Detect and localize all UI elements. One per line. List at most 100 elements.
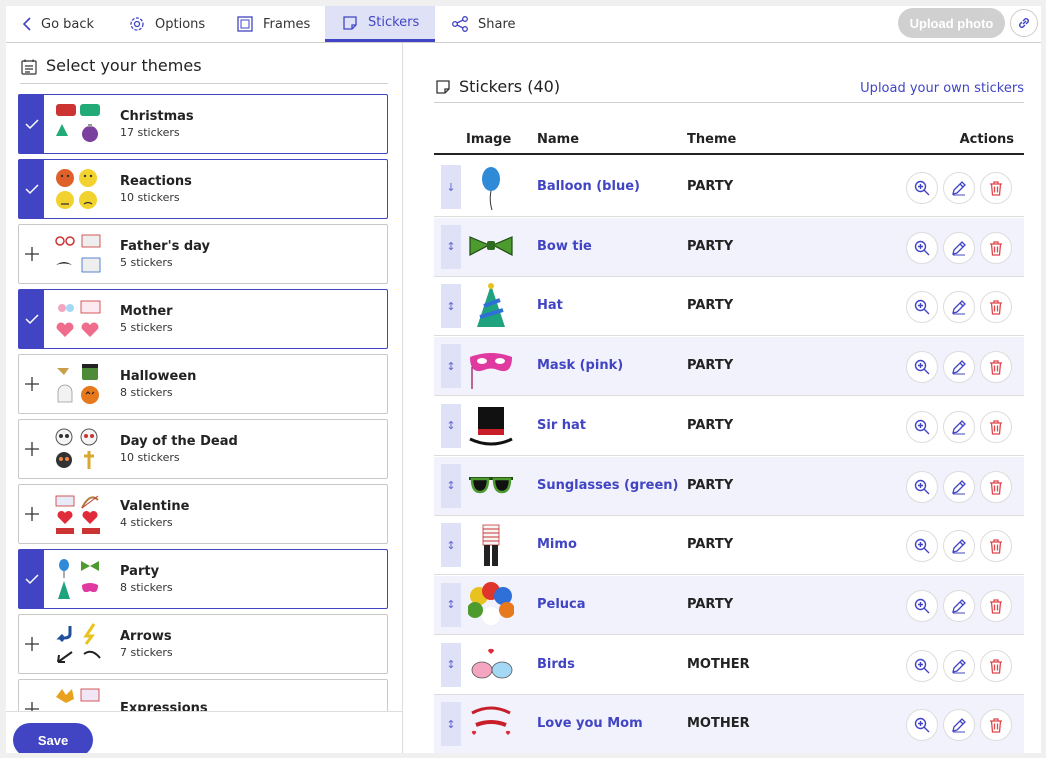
top-navigation: Go back Options Frames Stickers Share Up…: [6, 6, 1041, 43]
zoom-button[interactable]: [906, 291, 938, 324]
zoom-button[interactable]: [906, 172, 938, 204]
theme-item-reactions[interactable]: Reactions 10 stickers: [18, 159, 388, 219]
zoom-button[interactable]: [906, 470, 938, 503]
delete-button[interactable]: [980, 709, 1012, 742]
sticker-name[interactable]: Mimo: [537, 537, 577, 553]
delete-button[interactable]: [980, 172, 1012, 204]
sticker-name[interactable]: Balloon (blue): [537, 179, 640, 194]
pencil-icon: [952, 718, 966, 733]
sticker-row: ↕ Hat PARTY: [434, 277, 1024, 337]
zoom-in-icon: [914, 300, 930, 315]
plus-icon: [24, 442, 39, 456]
drag-handle[interactable]: ↕: [441, 403, 461, 448]
drag-handle[interactable]: ↕: [441, 523, 461, 568]
sticker-row: ↓ Balloon (blue) PARTY: [434, 158, 1024, 217]
sticker-icon: [436, 79, 450, 94]
sunglasses-icon: [469, 476, 513, 493]
sticker-name[interactable]: Sunglasses (green): [537, 477, 679, 493]
sticker-theme: PARTY: [687, 537, 734, 553]
tab-options[interactable]: Options: [128, 6, 218, 42]
edit-button[interactable]: [943, 589, 975, 622]
edit-button[interactable]: [943, 291, 975, 324]
tab-stickers[interactable]: Stickers: [325, 6, 435, 42]
sticker-name[interactable]: Mask (pink): [537, 358, 624, 374]
stickers-panel: Stickers (40) Upload your own stickers I…: [404, 43, 1041, 753]
edit-button[interactable]: [943, 231, 975, 264]
zoom-button[interactable]: [906, 351, 938, 384]
theme-name: Halloween: [120, 368, 197, 384]
theme-item-christmas[interactable]: Christmas 17 stickers: [18, 94, 388, 154]
theme-item-fathers-day[interactable]: Father's day 5 stickers: [18, 224, 388, 284]
sticker-name[interactable]: Love you Mom: [537, 716, 643, 732]
zoom-button[interactable]: [906, 709, 938, 742]
share-icon: [452, 16, 468, 32]
edit-button[interactable]: [943, 351, 975, 384]
theme-count: 7 stickers: [120, 645, 173, 659]
party-thumbnails: [54, 557, 104, 601]
tab-share[interactable]: Share: [451, 6, 531, 42]
edit-button[interactable]: [943, 709, 975, 742]
upload-own-stickers-link[interactable]: Upload your own stickers: [860, 81, 1024, 96]
delete-button[interactable]: [980, 589, 1012, 622]
upload-photo-button[interactable]: Upload photo: [898, 8, 1005, 38]
plus-icon: [24, 637, 39, 651]
fathers-day-thumbnails: [54, 232, 104, 276]
theme-item-party[interactable]: Party 8 stickers: [18, 549, 388, 609]
drag-handle[interactable]: ↕: [441, 344, 461, 389]
column-actions: Actions: [959, 132, 1014, 147]
sticker-theme: PARTY: [687, 238, 734, 254]
trash-icon: [990, 420, 1002, 435]
sticker-name[interactable]: Bow tie: [537, 238, 592, 254]
sticker-name[interactable]: Birds: [537, 656, 575, 672]
sticker-name[interactable]: Sir hat: [537, 417, 586, 433]
drag-handle[interactable]: ↕: [441, 284, 461, 329]
zoom-button[interactable]: [906, 649, 938, 682]
delete-button[interactable]: [980, 351, 1012, 384]
theme-item-halloween[interactable]: Halloween 8 stickers: [18, 354, 388, 414]
zoom-button[interactable]: [906, 589, 938, 622]
delete-button[interactable]: [980, 291, 1012, 324]
delete-button[interactable]: [980, 470, 1012, 503]
drag-handle[interactable]: ↓: [441, 165, 461, 209]
top-hat-icon: [469, 406, 513, 446]
drag-handle[interactable]: ↕: [441, 582, 461, 627]
edit-button[interactable]: [943, 410, 975, 443]
edit-button[interactable]: [943, 172, 975, 204]
gear-icon: [130, 17, 144, 31]
theme-item-day-of-the-dead[interactable]: Day of the Dead 10 stickers: [18, 419, 388, 479]
party-hat-icon: [477, 283, 505, 328]
save-button[interactable]: Save: [13, 723, 93, 753]
reactions-thumbnails: [54, 167, 104, 211]
delete-button[interactable]: [980, 231, 1012, 264]
zoom-in-icon: [914, 538, 930, 554]
zoom-button[interactable]: [906, 231, 938, 264]
edit-button[interactable]: [943, 649, 975, 682]
theme-item-valentine[interactable]: Valentine 4 stickers: [18, 484, 388, 544]
trash-icon: [990, 718, 1002, 733]
zoom-button[interactable]: [906, 410, 938, 443]
theme-item-mother[interactable]: Mother 5 stickers: [18, 289, 388, 349]
drag-handle[interactable]: ↕: [441, 642, 461, 687]
delete-button[interactable]: [980, 649, 1012, 682]
themes-panel: Select your themes Christmas 17 stickers …: [6, 43, 403, 753]
theme-name: Christmas: [120, 108, 194, 124]
tab-frames[interactable]: Frames: [236, 6, 324, 42]
zoom-in-icon: [914, 479, 930, 494]
link-button[interactable]: [1010, 9, 1038, 37]
drag-handle[interactable]: ↕: [441, 224, 461, 269]
drag-handle[interactable]: ↕: [441, 463, 461, 508]
drag-handle[interactable]: ↕: [441, 702, 461, 747]
go-back-button[interactable]: Go back: [22, 6, 102, 42]
zoom-button[interactable]: [906, 530, 938, 563]
edit-button[interactable]: [943, 470, 975, 503]
pencil-icon: [952, 240, 966, 256]
delete-button[interactable]: [980, 530, 1012, 563]
sticker-name[interactable]: Hat: [537, 298, 563, 314]
sticker-name[interactable]: Peluca: [537, 596, 586, 612]
link-icon: [1019, 18, 1029, 28]
theme-item-arrows[interactable]: Arrows 7 stickers: [18, 614, 388, 674]
edit-button[interactable]: [943, 530, 975, 563]
mime-icon: [482, 524, 500, 567]
delete-button[interactable]: [980, 410, 1012, 443]
theme-name: Party: [120, 563, 160, 579]
